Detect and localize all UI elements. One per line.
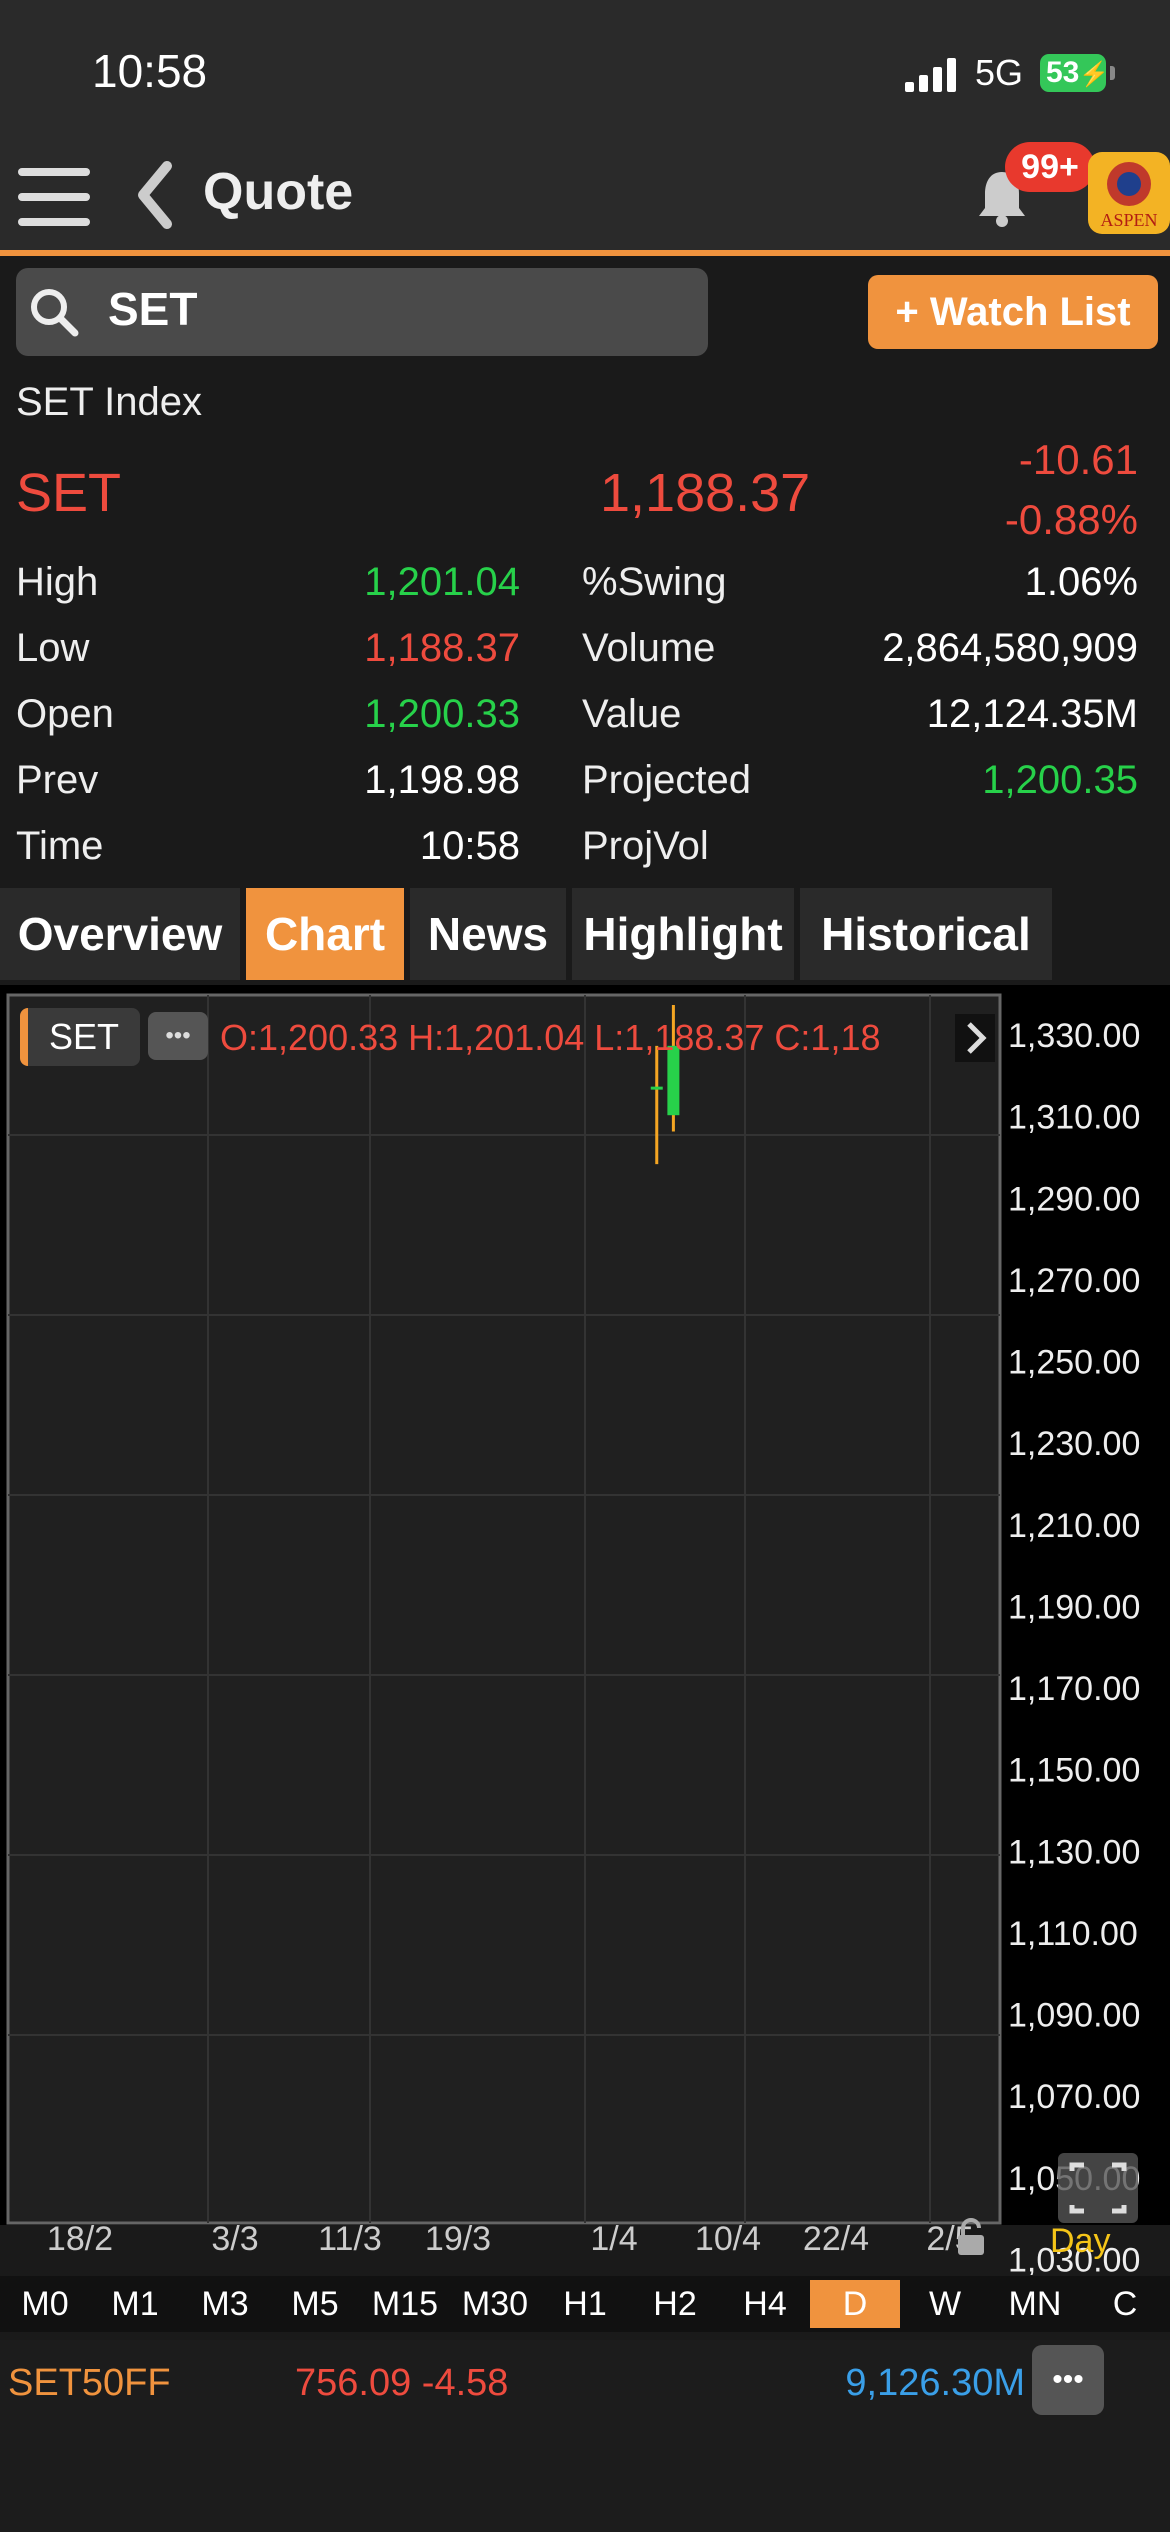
x-axis-tick-label: 3/3 bbox=[211, 2220, 258, 2258]
x-axis-tick-label: 19/3 bbox=[425, 2220, 491, 2258]
ticker-price-change: 756.09 -4.58 bbox=[295, 2362, 509, 2404]
x-axis-tick-label: 22/4 bbox=[803, 2220, 869, 2258]
svg-text:ASPEN: ASPEN bbox=[1100, 210, 1157, 230]
period-label[interactable]: Day bbox=[1050, 2222, 1110, 2260]
tab-historical[interactable]: Historical bbox=[800, 888, 1052, 980]
y-axis-tick-label: 1,230.00 bbox=[1008, 1425, 1140, 1463]
y-axis-tick-label: 1,170.00 bbox=[1008, 1670, 1140, 1708]
battery-level: 53 bbox=[1046, 56, 1080, 89]
stat-label-high: High bbox=[16, 560, 99, 604]
x-axis-tick-label: 1/4 bbox=[590, 2220, 637, 2258]
last-price: 1,188.37 bbox=[600, 463, 811, 523]
price-change: -10.61 bbox=[1018, 436, 1138, 483]
timeframe-m3[interactable]: M3 bbox=[201, 2285, 249, 2323]
y-axis-tick-label: 1,110.00 bbox=[1008, 1915, 1138, 1953]
chart-options-button[interactable]: ••• bbox=[148, 1012, 208, 1060]
y-axis-tick-label: 1,190.00 bbox=[1008, 1588, 1140, 1626]
stat-label-volume: Volume bbox=[582, 626, 716, 670]
price-change-percent: -0.88% bbox=[1004, 496, 1138, 543]
timeframe-w[interactable]: W bbox=[928, 2285, 962, 2323]
stat-value-volume: 2,864,580,909 bbox=[882, 626, 1138, 670]
candle-body[interactable] bbox=[667, 1045, 680, 1116]
fullscreen-icon[interactable] bbox=[1058, 2153, 1138, 2223]
candlestick-chart[interactable]: 1,330.00 1,310.00 1,290.00 1,270.00 1,250.00… bbox=[0, 985, 1170, 2275]
stat-value-open: 1,200.33 bbox=[364, 692, 520, 736]
search-field[interactable] bbox=[16, 268, 708, 356]
y-axis-tick-label: 1,130.00 bbox=[1008, 1833, 1140, 1871]
stat-value-prev: 1,198.98 bbox=[364, 758, 520, 802]
timeframe-d[interactable]: D bbox=[810, 2280, 900, 2328]
stat-value-time: 10:58 bbox=[419, 824, 520, 868]
stat-label-prev: Prev bbox=[16, 758, 99, 802]
y-axis-tick-label: 1,250.00 bbox=[1008, 1344, 1140, 1382]
y-axis-tick-label: 1,330.00 bbox=[1008, 1017, 1140, 1055]
search-icon bbox=[31, 289, 79, 337]
battery-cap bbox=[1110, 66, 1115, 80]
y-axis-tick-label: 1,030.00 bbox=[1008, 2241, 1140, 2275]
y-axis-tick-label: 1,070.00 bbox=[1008, 2078, 1140, 2116]
y-axis-tick-label: 1,290.00 bbox=[1008, 1180, 1140, 1218]
tab-news[interactable]: News bbox=[410, 888, 566, 980]
aspen-logo[interactable]: ASPEN bbox=[1088, 152, 1170, 234]
timeframe-bar bbox=[0, 2276, 1170, 2332]
lock-icon[interactable] bbox=[958, 2218, 984, 2255]
quote-symbol: SET bbox=[16, 463, 122, 523]
candle-body[interactable] bbox=[650, 1086, 663, 1090]
battery-icon: 53⚡ bbox=[1040, 54, 1109, 92]
tab-highlight[interactable]: Highlight bbox=[572, 888, 794, 980]
timeframe-h1[interactable]: H1 bbox=[563, 2285, 607, 2323]
page-title: Quote bbox=[203, 163, 354, 221]
tab-overview[interactable]: Overview bbox=[0, 888, 240, 980]
stat-value-value: 12,124.35M bbox=[926, 692, 1138, 736]
chart-plot-area bbox=[6, 993, 1002, 2225]
stat-label-swing: %Swing bbox=[582, 560, 727, 604]
ticker-more-button[interactable]: ••• bbox=[1032, 2345, 1104, 2415]
timeframe-c[interactable]: C bbox=[1112, 2285, 1138, 2323]
search-input-value[interactable]: SET bbox=[108, 283, 198, 335]
network-type: 5G bbox=[975, 52, 1024, 93]
back-chevron-icon[interactable] bbox=[135, 160, 175, 230]
stat-value-swing: 1.06% bbox=[1024, 560, 1138, 604]
menu-icon[interactable] bbox=[18, 168, 90, 226]
y-axis-tick-label: 1,090.00 bbox=[1008, 1997, 1140, 2035]
stat-label-open: Open bbox=[16, 692, 114, 736]
status-time: 10:58 bbox=[92, 45, 208, 97]
timeframe-m1[interactable]: M1 bbox=[111, 2285, 159, 2323]
status-bar bbox=[0, 0, 1170, 150]
chart-scroll-right-icon[interactable] bbox=[955, 1014, 995, 1062]
y-axis-tick-label: 1,270.00 bbox=[1008, 1262, 1140, 1300]
stat-value-low: 1,188.37 bbox=[364, 626, 520, 670]
timeframe-h2[interactable]: H2 bbox=[653, 2285, 697, 2323]
y-axis-tick-label: 1,310.00 bbox=[1008, 1099, 1140, 1137]
stat-label-projvol: ProjVol bbox=[582, 824, 709, 868]
add-watchlist-button[interactable]: + Watch List bbox=[868, 275, 1158, 349]
x-axis-tick-label: 10/4 bbox=[695, 2220, 761, 2258]
timeframe-m5[interactable]: M5 bbox=[291, 2285, 339, 2323]
stat-label-low: Low bbox=[16, 626, 90, 670]
stat-value-high: 1,201.04 bbox=[364, 560, 520, 604]
timeframe-h4[interactable]: H4 bbox=[743, 2285, 787, 2323]
y-axis-tick-label: 1,150.00 bbox=[1008, 1752, 1140, 1790]
y-axis-tick-label: 1,210.00 bbox=[1008, 1507, 1140, 1545]
timeframe-m15[interactable]: M15 bbox=[371, 2285, 439, 2323]
ticker-value: 9,126.30M bbox=[845, 2362, 1025, 2404]
notification-badge: 99+ bbox=[1005, 142, 1095, 192]
chart-ohlc-readout: O:1,200.33 H:1,201.04 L:1,188.37 C:1,18 bbox=[220, 1017, 881, 1058]
ticker-symbol[interactable]: SET50FF bbox=[8, 2362, 171, 2404]
stat-label-time: Time bbox=[16, 824, 104, 868]
timeframe-mn[interactable]: MN bbox=[1008, 2285, 1062, 2323]
timeframe-m30[interactable]: M30 bbox=[461, 2285, 529, 2323]
stat-label-value: Value bbox=[582, 692, 682, 736]
stat-label-projected: Projected bbox=[582, 758, 751, 802]
x-axis-tick-label: 18/2 bbox=[47, 2220, 113, 2258]
tab-chart[interactable]: Chart bbox=[246, 888, 404, 980]
x-axis-tick-label: 11/3 bbox=[318, 2220, 382, 2258]
signal-icon bbox=[905, 58, 956, 92]
instrument-name: SET Index bbox=[16, 380, 203, 424]
navigation-bar bbox=[0, 150, 1170, 256]
bottom-ticker-bar bbox=[0, 2340, 1170, 2532]
chart-symbol-chip[interactable]: SET bbox=[20, 1008, 140, 1066]
stat-value-projected: 1,200.35 bbox=[982, 758, 1138, 802]
timeframe-m0[interactable]: M0 bbox=[21, 2285, 69, 2323]
